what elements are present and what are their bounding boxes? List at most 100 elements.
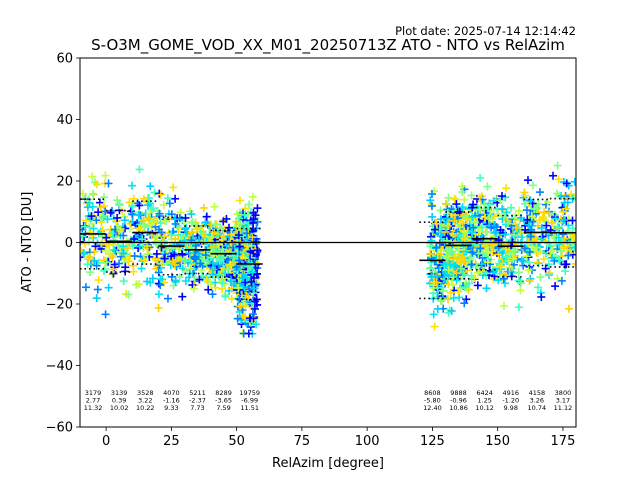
- scatter-point: [152, 249, 161, 258]
- scatter-point: [165, 199, 174, 208]
- scatter-point: [514, 276, 523, 285]
- scatter-point: [176, 208, 185, 217]
- bin-statistics-lines: [80, 197, 576, 301]
- scatter-point: [551, 232, 560, 241]
- scatter-point: [102, 233, 111, 242]
- scatter-point: [544, 260, 553, 269]
- scatter-point: [137, 264, 146, 273]
- scatter-point: [221, 269, 230, 278]
- scatter-point: [210, 202, 219, 211]
- scatter-point: [201, 251, 210, 260]
- scatter-point: [450, 216, 459, 225]
- scatter-point: [441, 199, 450, 208]
- scatter-point: [91, 242, 100, 251]
- scatter-point: [90, 247, 99, 256]
- scatter-point: [522, 206, 531, 215]
- scatter-point: [146, 209, 155, 218]
- scatter-point: [447, 306, 456, 315]
- bin-count-label: 8289: [215, 389, 232, 397]
- scatter-point: [187, 210, 196, 219]
- scatter-point: [553, 223, 562, 232]
- bin-count-label: 5211: [189, 389, 206, 397]
- scatter-point: [524, 237, 533, 246]
- scatter-point: [239, 261, 248, 270]
- scatter-point: [252, 320, 261, 329]
- bin-std-label: 11.51: [240, 404, 259, 412]
- scatter-point: [149, 204, 158, 213]
- bin-mean-label: -6.99: [241, 397, 258, 405]
- scatter-point: [233, 314, 242, 323]
- bin-mean-label: 3.22: [138, 397, 152, 405]
- scatter-point: [468, 248, 477, 257]
- scatter-point: [475, 205, 484, 214]
- scatter-point: [178, 292, 187, 301]
- scatter-point: [171, 219, 180, 228]
- scatter-point: [505, 263, 514, 272]
- scatter-point: [94, 276, 103, 285]
- scatter-point: [524, 266, 533, 275]
- scatter-point: [217, 225, 226, 234]
- scatter-point: [135, 242, 144, 251]
- scatter-point: [176, 230, 185, 239]
- scatter-point: [125, 198, 134, 207]
- scatter-point: [248, 268, 257, 277]
- scatter-point: [234, 283, 243, 292]
- scatter-point: [127, 181, 136, 190]
- bin-std-label: 9.33: [164, 404, 178, 412]
- bin-mean-label: -3.65: [215, 397, 232, 405]
- scatter-point: [88, 231, 97, 240]
- bin-count-label: 9888: [450, 389, 467, 397]
- scatter-point: [218, 279, 227, 288]
- scatter-point: [431, 225, 440, 234]
- scatter-point: [526, 196, 535, 205]
- scatter-point: [189, 284, 198, 293]
- scatter-point: [556, 247, 565, 256]
- scatter-point: [130, 251, 139, 260]
- scatter-point: [444, 193, 453, 202]
- scatter-point: [469, 223, 478, 232]
- scatter-point: [171, 194, 180, 203]
- y-tick-label: −60: [46, 421, 73, 436]
- scatter-point: [498, 192, 507, 201]
- scatter-point: [482, 284, 491, 293]
- scatter-point: [223, 256, 232, 265]
- scatter-point: [430, 322, 439, 331]
- scatter-point: [475, 193, 484, 202]
- scatter-point: [103, 215, 112, 224]
- scatter-point: [559, 207, 568, 216]
- scatter-point: [97, 239, 106, 248]
- scatter-point: [155, 212, 164, 221]
- scatter-point: [560, 242, 569, 251]
- scatter-point: [569, 193, 576, 202]
- scatter-point: [143, 242, 152, 251]
- scatter-point: [187, 228, 196, 237]
- scatter-point: [496, 262, 505, 271]
- scatter-point: [146, 182, 155, 191]
- scatter-point: [564, 251, 573, 260]
- scatter-point: [559, 215, 568, 224]
- scatter-point: [554, 175, 563, 184]
- scatter-point: [460, 227, 469, 236]
- scatter-point: [154, 279, 163, 288]
- scatter-point: [460, 299, 469, 308]
- scatter-point: [250, 284, 259, 293]
- scatter-point: [466, 252, 475, 261]
- scatter-point: [460, 283, 469, 292]
- scatter-point: [429, 310, 438, 319]
- scatter-point: [541, 264, 550, 273]
- scatter-point: [131, 233, 140, 242]
- scatter-point: [469, 200, 478, 209]
- scatter-point: [517, 229, 526, 238]
- scatter-point: [433, 304, 442, 313]
- bin-count-label: 3800: [555, 389, 572, 397]
- scatter-point: [204, 285, 213, 294]
- bin-count-label: 4916: [502, 389, 519, 397]
- scatter-point: [93, 285, 102, 294]
- scatter-point: [433, 283, 442, 292]
- scatter-point: [538, 214, 547, 223]
- scatter-point: [156, 190, 165, 199]
- scatter-point: [483, 248, 492, 257]
- bin-mean-label: -5.80: [424, 397, 441, 405]
- scatter-point: [247, 277, 256, 286]
- scatter-point: [476, 173, 485, 182]
